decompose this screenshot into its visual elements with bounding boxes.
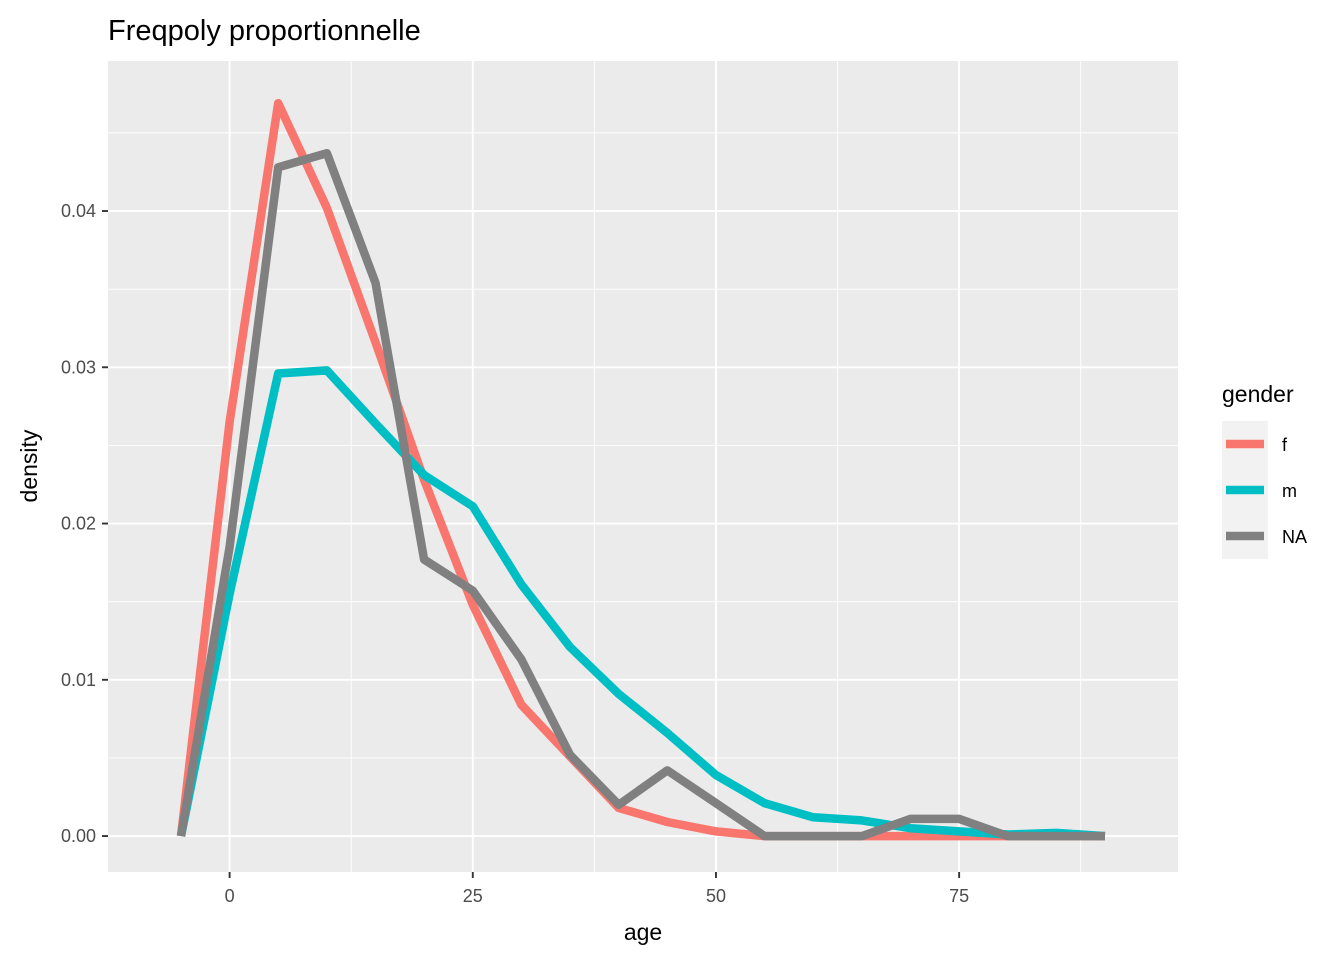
y-axis: 0.00 0.01 0.02 0.03 0.04 — [61, 201, 108, 846]
legend: gender f m NA — [1222, 381, 1307, 559]
chart-title: Freqpoly proportionnelle — [108, 15, 421, 47]
x-tick-label: 50 — [706, 886, 726, 906]
x-tick-label: 25 — [463, 886, 483, 906]
x-tick-label: 0 — [225, 886, 235, 906]
x-axis-title: age — [624, 919, 662, 945]
series-line-na — [176, 148, 1105, 841]
series-lines — [176, 98, 1106, 841]
legend-label-f: f — [1282, 435, 1288, 455]
series-line-f — [176, 98, 1105, 841]
y-tick-label: 0.03 — [61, 357, 96, 377]
plot-panel — [108, 61, 1178, 872]
y-tick-label: 0.00 — [61, 826, 96, 846]
y-tick-label: 0.01 — [61, 670, 96, 690]
y-axis-title: density — [16, 429, 42, 502]
legend-label-m: m — [1282, 481, 1297, 501]
major-gridlines — [108, 61, 1178, 872]
legend-label-na: NA — [1282, 527, 1307, 547]
series-line-m — [176, 366, 1106, 841]
y-tick-label: 0.02 — [61, 514, 96, 534]
x-tick-label: 75 — [949, 886, 969, 906]
x-axis: 0 25 50 75 — [225, 872, 969, 906]
minor-gridlines — [108, 61, 1178, 872]
legend-title: gender — [1222, 381, 1294, 407]
y-tick-label: 0.04 — [61, 201, 96, 221]
